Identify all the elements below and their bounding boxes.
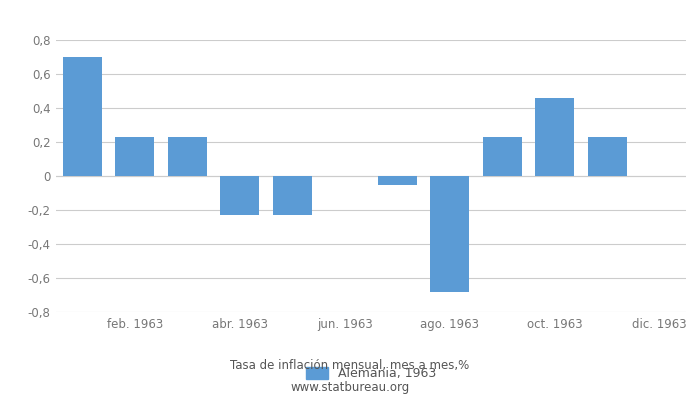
Bar — [272, 176, 312, 215]
Text: Tasa de inflación mensual, mes a mes,%: Tasa de inflación mensual, mes a mes,% — [230, 360, 470, 372]
Bar — [62, 57, 102, 176]
Bar — [535, 98, 575, 176]
Bar — [220, 176, 260, 215]
Bar — [482, 137, 522, 176]
Text: www.statbureau.org: www.statbureau.org — [290, 382, 410, 394]
Legend: Alemania, 1963: Alemania, 1963 — [306, 367, 436, 380]
Bar — [377, 176, 417, 184]
Bar — [430, 176, 470, 292]
Bar — [167, 137, 207, 176]
Bar — [115, 137, 155, 176]
Bar — [587, 137, 627, 176]
